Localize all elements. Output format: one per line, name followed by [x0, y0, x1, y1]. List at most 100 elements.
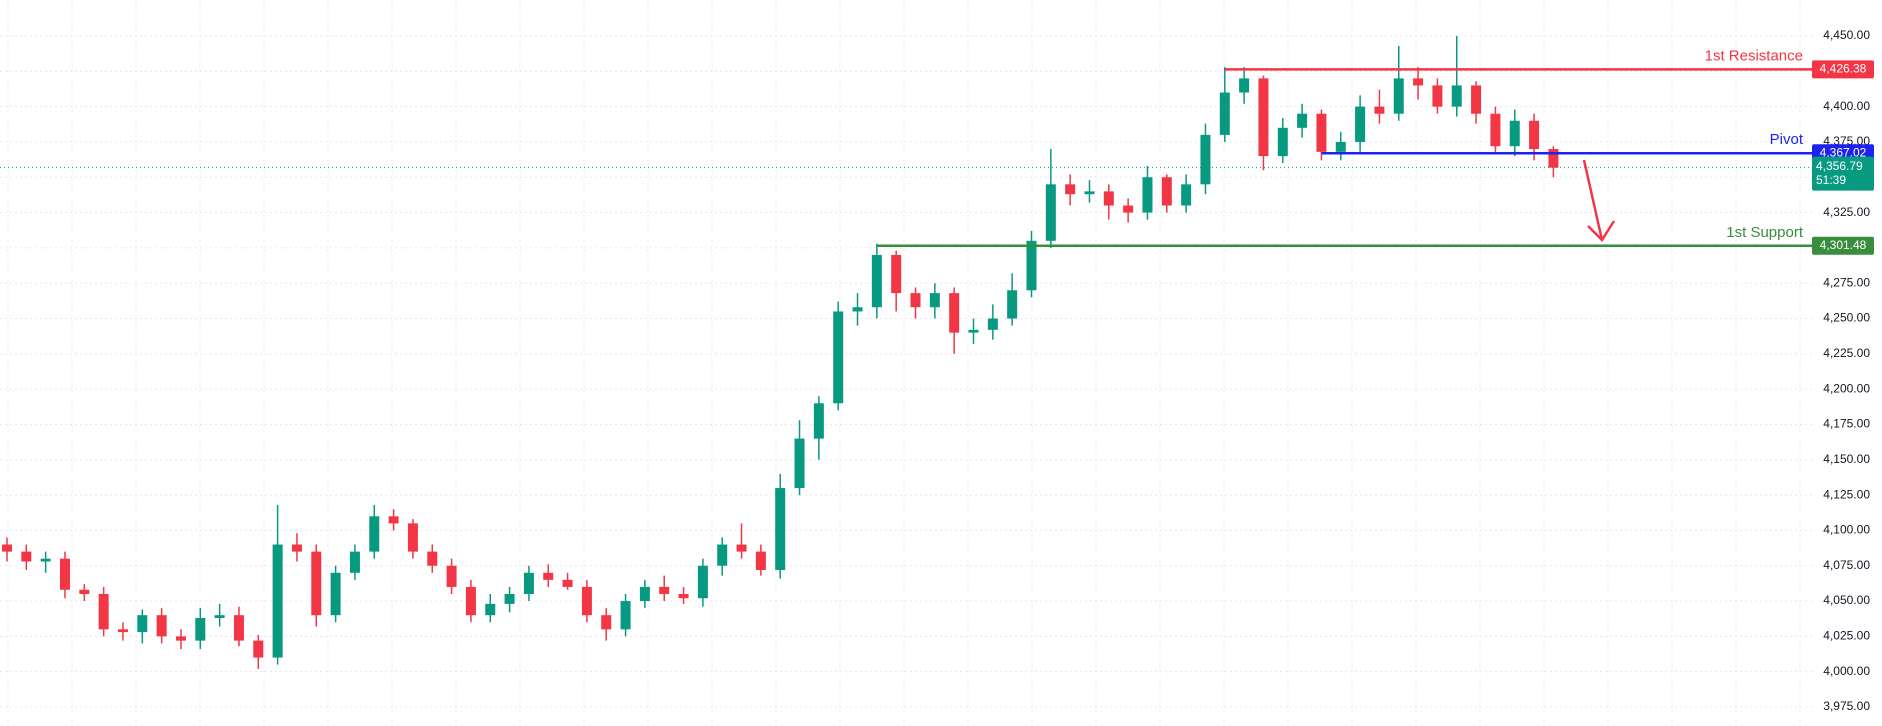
candle-body [291, 544, 302, 552]
candle-body [1548, 149, 1559, 168]
level-tag [1812, 236, 1874, 255]
candle-body [1200, 134, 1211, 185]
level-tag-label: 4,367.02 [1820, 145, 1867, 159]
candle-body [775, 488, 786, 570]
candle-body [910, 293, 921, 308]
y-tick-label: 4,175.00 [1823, 417, 1870, 431]
candle-body [272, 544, 283, 658]
candle-body [1374, 106, 1385, 114]
y-tick-label: 4,075.00 [1823, 558, 1870, 572]
candle-body [968, 329, 979, 333]
candle-body [137, 615, 148, 633]
candle-body [717, 544, 728, 566]
level-tag-label: 4,426.38 [1820, 62, 1867, 76]
y-tick-label: 4,200.00 [1823, 381, 1870, 395]
candle-body [1258, 78, 1269, 157]
candle-body [311, 551, 322, 616]
candle-body [1103, 191, 1114, 206]
candle-body [1277, 127, 1288, 157]
candle-body [1335, 141, 1346, 152]
y-tick-label: 4,225.00 [1823, 346, 1870, 360]
forecast-arrow [1582, 159, 1616, 242]
candle-body [581, 586, 592, 616]
candle-body [1007, 290, 1018, 319]
candle-body [1045, 184, 1056, 241]
y-tick-label: 4,325.00 [1823, 205, 1870, 219]
candle-body [156, 615, 167, 637]
candle-body [1239, 78, 1250, 93]
candle-body [349, 551, 360, 573]
candle-body [427, 551, 438, 566]
candle-body [1529, 120, 1540, 150]
candle-body [195, 618, 206, 641]
candle-body [40, 558, 51, 562]
candle-body [543, 572, 554, 580]
candle-body [485, 603, 496, 616]
candle-body [1026, 240, 1037, 291]
y-tick-label: 4,025.00 [1823, 629, 1870, 643]
candle-body [891, 254, 902, 294]
candle-body [330, 572, 341, 616]
candle-body [79, 589, 90, 594]
level-tag [1812, 60, 1874, 79]
y-tick-label: 4,125.00 [1823, 487, 1870, 501]
candle-body [639, 586, 650, 602]
y-tick-label: 4,400.00 [1823, 99, 1870, 113]
candle-body [388, 516, 399, 524]
candle-body [465, 586, 476, 616]
candle-body [1084, 191, 1095, 195]
vertical-grid [0, 0, 1812, 726]
y-tick-label: 4,450.00 [1823, 28, 1870, 42]
last-price-tag [1812, 156, 1874, 191]
y-tick-label: 4,250.00 [1823, 311, 1870, 325]
candle-body [1432, 85, 1443, 107]
level-tag-label: 4,301.48 [1820, 238, 1867, 252]
candle-body [1065, 184, 1076, 195]
candle-body [1451, 85, 1462, 107]
y-tick-label: 4,100.00 [1823, 523, 1870, 537]
y-tick-label: 4,275.00 [1823, 275, 1870, 289]
candle-body [2, 544, 12, 552]
candle-body [852, 307, 863, 312]
candle-body [407, 523, 418, 552]
candle-body [1142, 177, 1153, 213]
candle-body [871, 254, 882, 308]
candle-body [117, 629, 128, 633]
level-name: Pivot [1770, 131, 1804, 148]
y-tick-label: 4,150.00 [1823, 452, 1870, 466]
countdown: 51:39 [1816, 173, 1846, 187]
candle-body [1490, 113, 1501, 147]
y-tick-label: 4,050.00 [1823, 593, 1870, 607]
candle-body [736, 544, 747, 552]
level-name: 1st Support [1726, 224, 1804, 241]
y-tick-label: 3,975.00 [1823, 699, 1870, 713]
candle-body [214, 615, 225, 619]
candle-body [1471, 85, 1482, 114]
candle-body [794, 438, 805, 489]
plot: 1st Resistance Pivot 1st Support [0, 36, 1812, 669]
candle-body [678, 593, 689, 599]
candle-body [59, 558, 70, 590]
last-price-label: 4,356.79 [1816, 159, 1863, 173]
level-name: 1st Resistance [1705, 47, 1803, 64]
candle-body [21, 551, 32, 562]
candle-body [1355, 106, 1366, 142]
candle-body [833, 311, 844, 404]
candle-body [813, 403, 824, 439]
candle-body [1316, 113, 1327, 152]
candle-body [253, 640, 264, 658]
candle-body [1123, 205, 1134, 213]
candle-body [1509, 120, 1520, 147]
candle-body [987, 318, 998, 330]
candle-body [504, 593, 515, 604]
candle-body [562, 579, 573, 587]
candle-body [929, 293, 940, 308]
candle-body [620, 601, 631, 630]
candle-body [601, 615, 612, 630]
candle-body [1219, 92, 1230, 135]
candle-body [369, 516, 380, 552]
candle-body [659, 586, 670, 594]
price-axis: 3,975.00 4,000.00 4,025.00 4,050.00 4,075.00… [1812, 28, 1874, 713]
candle-body [1161, 177, 1172, 206]
